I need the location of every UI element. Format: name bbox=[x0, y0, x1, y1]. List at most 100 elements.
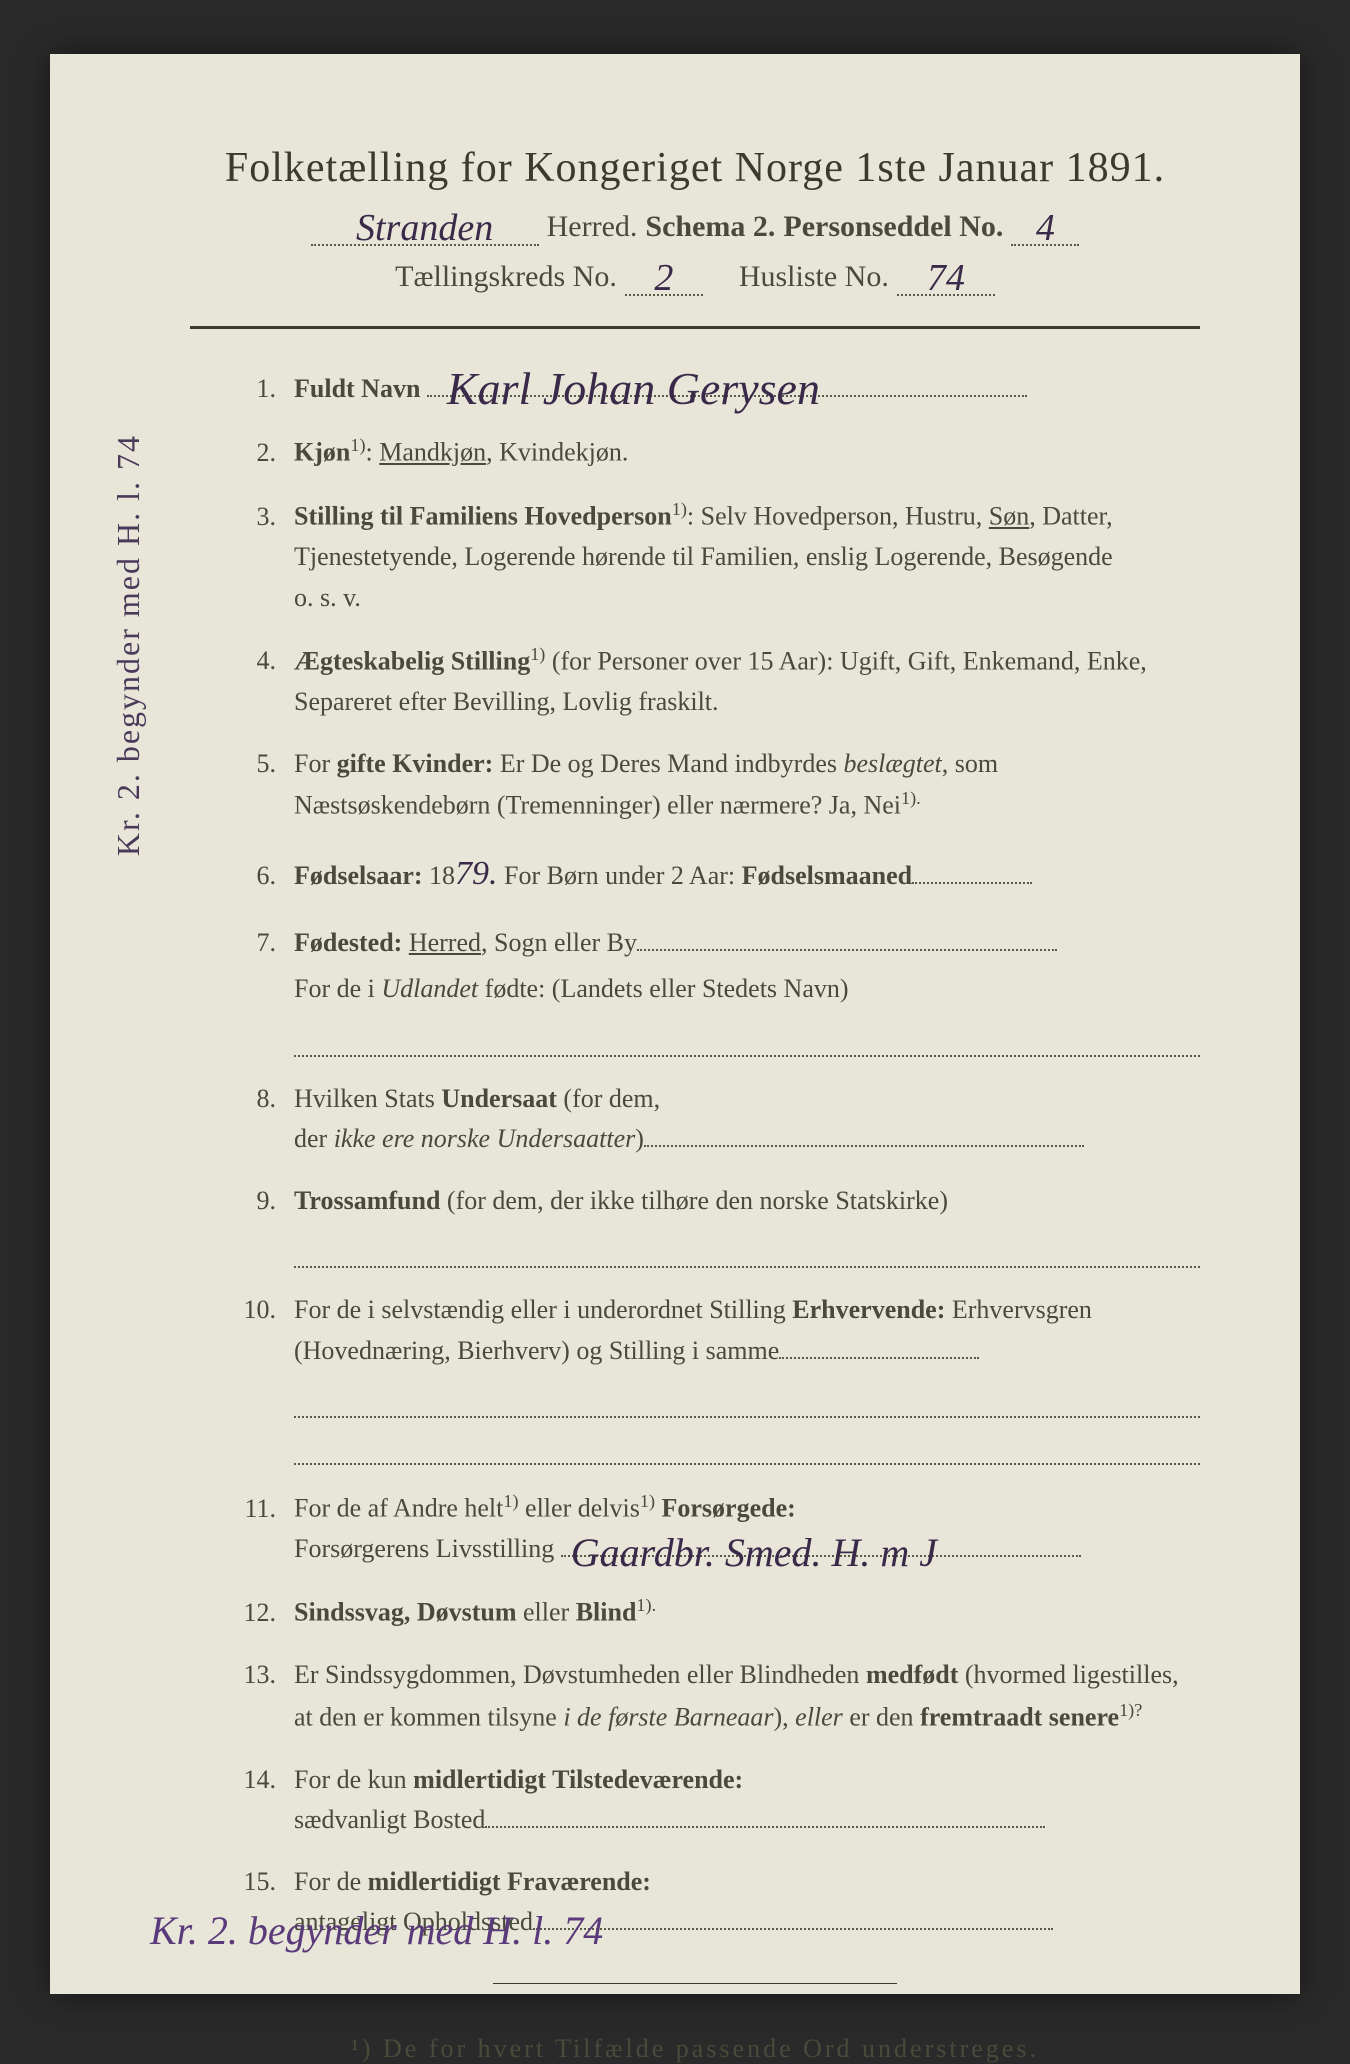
q2-kvinde: , Kvindekjøn. bbox=[486, 438, 628, 467]
q8-f: ) bbox=[635, 1124, 644, 1153]
q10-a: For de i selvstændig eller i underordnet… bbox=[294, 1295, 792, 1324]
q11-num: 11. bbox=[220, 1489, 294, 1529]
q9-b: (for dem, der ikke tilhøre den norske St… bbox=[440, 1186, 948, 1215]
q14: 14. For de kun midlertidigt Tilstedevære… bbox=[220, 1760, 1200, 1841]
q10-num: 10. bbox=[220, 1290, 294, 1330]
q7-blank bbox=[294, 1016, 1200, 1057]
q3-osv: o. s. v. bbox=[294, 578, 1200, 618]
q8-b: Undersaat bbox=[441, 1084, 557, 1113]
q4: 4. Ægteskabelig Stilling1) (for Personer… bbox=[220, 640, 1200, 722]
q7-f: fødte: (Landets eller Stedets Navn) bbox=[478, 974, 848, 1003]
q13-b: medfødt bbox=[866, 1660, 958, 1689]
q5: 5. For gifte Kvinder: Er De og Deres Man… bbox=[220, 744, 1200, 826]
herred-handwritten: Stranden bbox=[356, 207, 493, 249]
q8-d: der bbox=[294, 1124, 334, 1153]
footnote-divider bbox=[493, 1983, 897, 1984]
q12-sup: 1). bbox=[636, 1595, 656, 1615]
personseddel-label: Personseddel No. bbox=[783, 210, 1003, 244]
husliste-label: Husliste No. bbox=[739, 260, 889, 294]
q6-a: Fødselsaar: bbox=[294, 861, 423, 890]
q3-sup: 1) bbox=[672, 499, 687, 519]
q14-b: midlertidigt Tilstedeværende: bbox=[413, 1765, 743, 1794]
q10: 10. For de i selvstændig eller i underor… bbox=[220, 1290, 1200, 1465]
q8: 8. Hvilken Stats Undersaat (for dem, der… bbox=[220, 1079, 1200, 1160]
q11: 11. For de af Andre helt1) eller delvis1… bbox=[220, 1487, 1200, 1569]
schema-label: Schema 2. bbox=[645, 210, 775, 244]
q12-c: Blind bbox=[576, 1598, 637, 1627]
q1-handwritten: Karl Johan Gerysen bbox=[447, 375, 820, 403]
q3-label: Stilling til Familiens Hovedperson bbox=[294, 502, 672, 531]
q8-c: (for dem, bbox=[557, 1084, 660, 1113]
q8-a: Hvilken Stats bbox=[294, 1084, 441, 1113]
bottom-handwriting: Kr. 2. begynder med H. l. 74 bbox=[150, 1907, 603, 1954]
margin-handwriting: Kr. 2. begynder med H. l. 74 bbox=[110, 434, 147, 856]
q11-a: For de af Andre helt bbox=[294, 1494, 503, 1523]
census-form-page: Kr. 2. begynder med H. l. 74 Folketællin… bbox=[50, 54, 1300, 1994]
q4-sup: 1) bbox=[530, 644, 545, 664]
q1-label: Fuldt Navn bbox=[294, 374, 420, 403]
q14-a: For de kun bbox=[294, 1765, 413, 1794]
q13-e: ), bbox=[773, 1702, 795, 1731]
q12-a: Sindssvag, Døvstum bbox=[294, 1598, 517, 1627]
q9-num: 9. bbox=[220, 1181, 294, 1221]
q9-blank bbox=[294, 1227, 1200, 1268]
q12-b: eller bbox=[517, 1598, 576, 1627]
q11-sup2: 1) bbox=[640, 1491, 655, 1511]
q2-mand: Mandkjøn bbox=[379, 438, 486, 467]
q2-label: Kjøn bbox=[294, 438, 350, 467]
q6-d: Fødselsmaaned bbox=[742, 861, 912, 890]
q13-g: er den bbox=[843, 1702, 920, 1731]
q8-num: 8. bbox=[220, 1079, 294, 1119]
q3-son: Søn bbox=[989, 502, 1029, 531]
q6-hand: 79. bbox=[455, 855, 498, 892]
q6-b: 18 bbox=[423, 861, 456, 890]
q15-b: midlertidigt Fraværende: bbox=[368, 1867, 651, 1896]
q7-d: For de i bbox=[294, 974, 381, 1003]
header-line-2: Stranden Herred. Schema 2. Personseddel … bbox=[190, 210, 1200, 246]
q13-sup: 1)? bbox=[1119, 1700, 1142, 1720]
q3-text-b: : Selv Hovedperson, Hustru, bbox=[687, 502, 989, 531]
kreds-no: 2 bbox=[654, 257, 673, 299]
q14-num: 14. bbox=[220, 1760, 294, 1800]
q13-f: eller bbox=[795, 1702, 843, 1731]
q15-a: For de bbox=[294, 1867, 368, 1896]
q11-hand: Gaardbr. Smed. H. m J bbox=[571, 1541, 937, 1565]
q7-e: Udlandet bbox=[381, 974, 478, 1003]
q10-blank2 bbox=[294, 1424, 1200, 1465]
q13-d: i de første Barneaar bbox=[563, 1702, 773, 1731]
q7-c: , Sogn eller By bbox=[481, 928, 637, 957]
personseddel-no: 4 bbox=[1036, 207, 1055, 249]
q6-c: For Børn under 2 Aar: bbox=[498, 861, 742, 890]
q6: 6. Fødselsaar: 1879. For Børn under 2 Aa… bbox=[220, 848, 1200, 901]
q2-sup: 1) bbox=[350, 435, 365, 455]
q5-d: beslægtet bbox=[844, 749, 942, 778]
q6-num: 6. bbox=[220, 856, 294, 896]
husliste-no: 74 bbox=[927, 257, 965, 299]
q7-a: Fødested: bbox=[294, 928, 402, 957]
form-title: Folketælling for Kongeriget Norge 1ste J… bbox=[190, 144, 1200, 192]
q8-e: ikke ere norske Undersaatter bbox=[334, 1124, 636, 1153]
q12: 12. Sindssvag, Døvstum eller Blind1). bbox=[220, 1591, 1200, 1633]
q14-c: sædvanligt Bosted bbox=[294, 1805, 485, 1834]
q10-blank1 bbox=[294, 1377, 1200, 1418]
footnote: ¹) De for hvert Tilfælde passende Ord un… bbox=[190, 2034, 1200, 2064]
q9-a: Trossamfund bbox=[294, 1186, 440, 1215]
q3: 3. Stilling til Familiens Hovedperson1):… bbox=[220, 495, 1200, 618]
q5-num: 5. bbox=[220, 744, 294, 784]
q2: 2. Kjøn1): Mandkjøn, Kvindekjøn. bbox=[220, 431, 1200, 473]
q4-num: 4. bbox=[220, 641, 294, 681]
header-divider bbox=[190, 326, 1200, 329]
q11-c: Forsørgede: bbox=[662, 1494, 796, 1523]
header-line-3: Tællingskreds No. 2 Husliste No. 74 bbox=[190, 260, 1200, 296]
q13-h: fremtraadt senere bbox=[920, 1702, 1119, 1731]
q12-num: 12. bbox=[220, 1593, 294, 1633]
q13: 13. Er Sindssygdommen, Døvstumheden elle… bbox=[220, 1655, 1200, 1737]
q7-b: Herred bbox=[409, 928, 481, 957]
q11-sup1: 1) bbox=[503, 1491, 518, 1511]
q2-num: 2. bbox=[220, 433, 294, 473]
q5-sup: 1). bbox=[901, 788, 921, 808]
q13-a: Er Sindssygdommen, Døvstumheden eller Bl… bbox=[294, 1660, 866, 1689]
q15-num: 15. bbox=[220, 1862, 294, 1902]
q1: 1. Fuldt Navn Karl Johan Gerysen bbox=[220, 369, 1200, 409]
q13-num: 13. bbox=[220, 1655, 294, 1695]
